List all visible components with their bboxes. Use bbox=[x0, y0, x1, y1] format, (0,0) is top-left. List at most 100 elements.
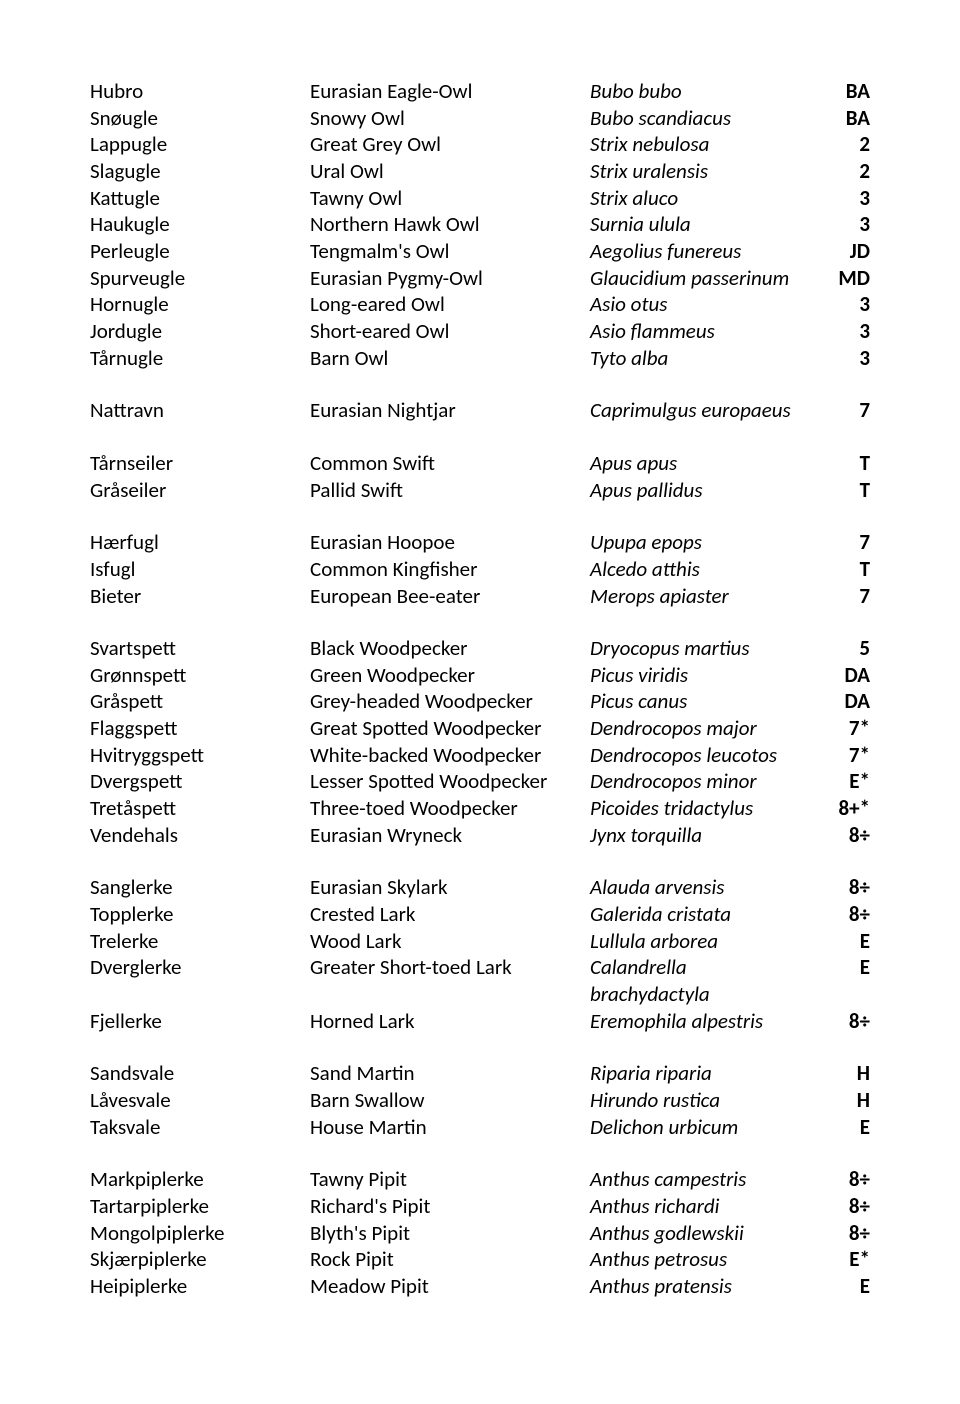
english-name: Sand Martin bbox=[310, 1060, 590, 1087]
species-row: MongolpiplerkeBlyth's PipitAnthus godlew… bbox=[90, 1220, 870, 1247]
norwegian-name: Mongolpiplerke bbox=[90, 1220, 310, 1247]
species-row: SandsvaleSand MartinRiparia ripariaH bbox=[90, 1060, 870, 1087]
scientific-name: Alcedo atthis bbox=[590, 556, 810, 583]
english-name: Greater Short-toed Lark bbox=[310, 954, 590, 1007]
norwegian-name: Hærfugl bbox=[90, 529, 310, 556]
species-row: KattugleTawny OwlStrix aluco3 bbox=[90, 185, 870, 212]
english-name: Wood Lark bbox=[310, 928, 590, 955]
species-row: TopplerkeCrested LarkGalerida cristata8÷ bbox=[90, 901, 870, 928]
code: DA bbox=[810, 688, 870, 715]
scientific-name: Anthus pratensis bbox=[590, 1273, 810, 1300]
norwegian-name: Slagugle bbox=[90, 158, 310, 185]
scientific-name: Merops apiaster bbox=[590, 583, 810, 610]
species-row: HvitryggspettWhite-backed WoodpeckerDend… bbox=[90, 742, 870, 769]
scientific-name: Riparia riparia bbox=[590, 1060, 810, 1087]
code: 5 bbox=[810, 635, 870, 662]
species-row: FlaggspettGreat Spotted WoodpeckerDendro… bbox=[90, 715, 870, 742]
code: E* bbox=[810, 768, 870, 795]
code: H bbox=[810, 1087, 870, 1114]
scientific-name: Dendrocopos minor bbox=[590, 768, 810, 795]
norwegian-name: Markpiplerke bbox=[90, 1166, 310, 1193]
english-name: Crested Lark bbox=[310, 901, 590, 928]
code: 2 bbox=[810, 158, 870, 185]
species-row: VendehalsEurasian WryneckJynx torquilla8… bbox=[90, 822, 870, 849]
scientific-name: Dendrocopos major bbox=[590, 715, 810, 742]
code: DA bbox=[810, 662, 870, 689]
species-row: TrelerkeWood LarkLullula arboreaE bbox=[90, 928, 870, 955]
species-group: SanglerkeEurasian SkylarkAlauda arvensis… bbox=[90, 874, 870, 1034]
code: T bbox=[810, 450, 870, 477]
english-name: White-backed Woodpecker bbox=[310, 742, 590, 769]
code: BA bbox=[810, 105, 870, 132]
english-name: Green Woodpecker bbox=[310, 662, 590, 689]
norwegian-name: Gråseiler bbox=[90, 477, 310, 504]
norwegian-name: Heipiplerke bbox=[90, 1273, 310, 1300]
scientific-name: Alauda arvensis bbox=[590, 874, 810, 901]
scientific-name: Tyto alba bbox=[590, 345, 810, 372]
english-name: Eurasian Hoopoe bbox=[310, 529, 590, 556]
english-name: Rock Pipit bbox=[310, 1246, 590, 1273]
norwegian-name: Perleugle bbox=[90, 238, 310, 265]
scientific-name: Aegolius funereus bbox=[590, 238, 810, 265]
english-name: Black Woodpecker bbox=[310, 635, 590, 662]
english-name: Common Kingfisher bbox=[310, 556, 590, 583]
norwegian-name: Tartarpiplerke bbox=[90, 1193, 310, 1220]
scientific-name: Bubo bubo bbox=[590, 78, 810, 105]
norwegian-name: Hvitryggspett bbox=[90, 742, 310, 769]
english-name: Barn Swallow bbox=[310, 1087, 590, 1114]
code: T bbox=[810, 556, 870, 583]
english-name: Snowy Owl bbox=[310, 105, 590, 132]
scientific-name: Anthus richardi bbox=[590, 1193, 810, 1220]
scientific-name: Caprimulgus europaeus bbox=[590, 397, 810, 424]
code: 8+* bbox=[810, 795, 870, 822]
code: 7 bbox=[810, 397, 870, 424]
species-list: HubroEurasian Eagle-OwlBubo buboBASnøugl… bbox=[90, 78, 870, 1300]
english-name: Common Swift bbox=[310, 450, 590, 477]
english-name: Eurasian Pygmy-Owl bbox=[310, 265, 590, 292]
code: 8÷ bbox=[810, 1193, 870, 1220]
code: E bbox=[810, 1273, 870, 1300]
norwegian-name: Vendehals bbox=[90, 822, 310, 849]
species-row: IsfuglCommon KingfisherAlcedo atthisT bbox=[90, 556, 870, 583]
scientific-name: Anthus campestris bbox=[590, 1166, 810, 1193]
code: 3 bbox=[810, 291, 870, 318]
norwegian-name: Bieter bbox=[90, 583, 310, 610]
species-row: HærfuglEurasian HoopoeUpupa epops7 bbox=[90, 529, 870, 556]
species-row: GrønnspettGreen WoodpeckerPicus viridisD… bbox=[90, 662, 870, 689]
scientific-name: Bubo scandiacus bbox=[590, 105, 810, 132]
species-row: SkjærpiplerkeRock PipitAnthus petrosusE* bbox=[90, 1246, 870, 1273]
code: 3 bbox=[810, 185, 870, 212]
norwegian-name: Spurveugle bbox=[90, 265, 310, 292]
scientific-name: Picoides tridactylus bbox=[590, 795, 810, 822]
scientific-name: Jynx torquilla bbox=[590, 822, 810, 849]
code: E bbox=[810, 1114, 870, 1141]
norwegian-name: Flaggspett bbox=[90, 715, 310, 742]
species-group: SvartspettBlack WoodpeckerDryocopus mart… bbox=[90, 635, 870, 848]
scientific-name: Eremophila alpestris bbox=[590, 1008, 810, 1035]
species-row: LåvesvaleBarn SwallowHirundo rusticaH bbox=[90, 1087, 870, 1114]
code: 3 bbox=[810, 318, 870, 345]
code: BA bbox=[810, 78, 870, 105]
scientific-name: Strix nebulosa bbox=[590, 131, 810, 158]
english-name: Great Spotted Woodpecker bbox=[310, 715, 590, 742]
species-row: TaksvaleHouse MartinDelichon urbicumE bbox=[90, 1114, 870, 1141]
norwegian-name: Isfugl bbox=[90, 556, 310, 583]
norwegian-name: Sandsvale bbox=[90, 1060, 310, 1087]
code: 8÷ bbox=[810, 874, 870, 901]
species-group: NattravnEurasian NightjarCaprimulgus eur… bbox=[90, 397, 870, 424]
code: JD bbox=[810, 238, 870, 265]
english-name: Richard's Pipit bbox=[310, 1193, 590, 1220]
scientific-name: Calandrella brachydactyla bbox=[590, 954, 810, 1007]
code: E bbox=[810, 928, 870, 955]
species-row: MarkpiplerkeTawny PipitAnthus campestris… bbox=[90, 1166, 870, 1193]
scientific-name: Asio flammeus bbox=[590, 318, 810, 345]
species-row: DvergspettLesser Spotted WoodpeckerDendr… bbox=[90, 768, 870, 795]
english-name: House Martin bbox=[310, 1114, 590, 1141]
english-name: Great Grey Owl bbox=[310, 131, 590, 158]
species-row: DverglerkeGreater Short-toed LarkCalandr… bbox=[90, 954, 870, 1007]
norwegian-name: Tårnseiler bbox=[90, 450, 310, 477]
english-name: Eurasian Wryneck bbox=[310, 822, 590, 849]
english-name: Tengmalm's Owl bbox=[310, 238, 590, 265]
code: E* bbox=[810, 1246, 870, 1273]
species-row: GråseilerPallid SwiftApus pallidusT bbox=[90, 477, 870, 504]
